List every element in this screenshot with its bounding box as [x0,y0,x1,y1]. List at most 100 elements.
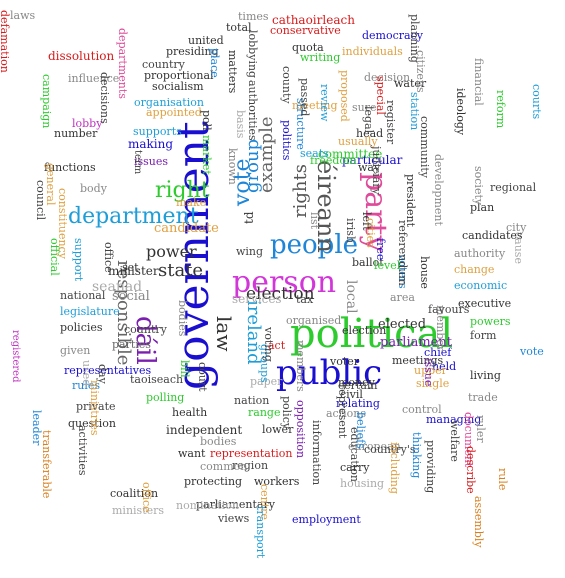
word-31: policies [60,321,103,334]
word-17: group [242,138,263,193]
word-191: station [408,92,421,131]
word-74: making [128,137,174,151]
word-94: writing [300,51,341,64]
word-121: judiciary [370,146,383,195]
word-144: control [402,403,442,416]
word-182: authority [454,247,506,260]
word-171: assembly [472,496,485,548]
word-28: wing [236,245,264,258]
word-207: used [80,360,93,387]
word-154: members [294,340,307,392]
word-193: financial [472,58,485,106]
word-15: right [155,178,210,203]
word-63: support [72,238,85,282]
word-175: living [470,369,501,382]
word-188: society [472,166,485,206]
word-131: referendum [396,220,409,286]
word-209: office [140,482,153,513]
word-208: issue [422,358,435,387]
word-166: providing [424,440,437,494]
word-48: representation [210,447,293,460]
word-174: trade [468,391,498,404]
word-66: set [122,261,139,274]
word-44: range [248,406,281,419]
word-110: particular [342,153,403,167]
word-158: paper [250,375,283,388]
word-6: department [68,204,199,229]
word-162: bill [178,360,191,378]
word-77: make [176,196,207,209]
word-185: candidates [462,229,523,242]
word-114: head [356,127,384,140]
word-69: body [80,182,107,195]
word-138: upper [414,364,447,377]
word-79: appointed [146,106,202,119]
word-24: elected [378,317,427,332]
word-210: nomination [176,499,239,512]
word-172: rule [496,468,509,491]
word-124: house [418,256,431,289]
word-132: area [390,291,415,304]
word-87: presiding [166,45,219,58]
word-155: voter [330,355,360,368]
word-160: voting [262,327,275,362]
word-27: td [242,211,256,224]
word-112: seats [300,147,329,160]
word-163: organised [286,314,342,327]
word-213: represent [336,384,349,439]
word-34: parties [112,338,151,351]
word-73: supports [133,125,182,138]
word-141: civil [340,388,363,401]
word-178: powers [470,315,511,328]
word-179: executive [458,297,512,310]
word-101: matters [226,50,239,94]
word-33: country [124,323,167,336]
word-183: city [506,221,527,234]
word-130: free [374,238,387,261]
word-20: power [146,242,197,261]
word-133: election [342,324,387,337]
word-35: representatives [64,364,152,377]
word-143: actions [326,407,367,420]
word-142: relating [336,397,380,410]
word-165: beliefs [354,412,367,449]
word-103: authorities [246,80,259,141]
word-49: region [232,459,269,472]
word-9: election [246,284,315,304]
word-75: issues [134,155,169,168]
word-147: european [348,440,401,453]
word-92: democracy [362,29,423,42]
word-51: protecting [184,475,243,488]
word-127: ballot [352,256,384,269]
word-205: ministries [88,380,101,436]
word-39: private [76,400,116,413]
word-67: functions [44,161,96,174]
word-173: ruler [474,415,487,443]
word-85: decisions [98,72,111,124]
word-181: change [454,263,495,276]
word-82: influence [68,72,120,85]
word-64: given [60,344,91,357]
word-40: health [172,406,208,419]
word-107: known [226,148,239,185]
word-153: policy [280,396,293,430]
word-58: activities [76,425,89,476]
word-32: legislature [60,305,120,318]
word-145: managing [426,413,482,426]
word-148: country's [364,443,416,456]
word-60: leader [30,410,43,446]
word-195: reform [494,90,507,129]
word-139: single [416,377,450,390]
word-102: meeting [292,99,338,112]
word-197: planning [408,14,421,63]
word-55: employment [292,513,361,526]
word-189: development [432,154,445,226]
word-212: transport [254,506,267,559]
word-99: lobbying [246,30,259,79]
word-57: ministers [112,504,165,517]
word-134: chief [424,346,452,359]
word-115: sure [352,101,377,114]
word-46: bodies [200,435,237,448]
word-218: laws [10,9,36,22]
